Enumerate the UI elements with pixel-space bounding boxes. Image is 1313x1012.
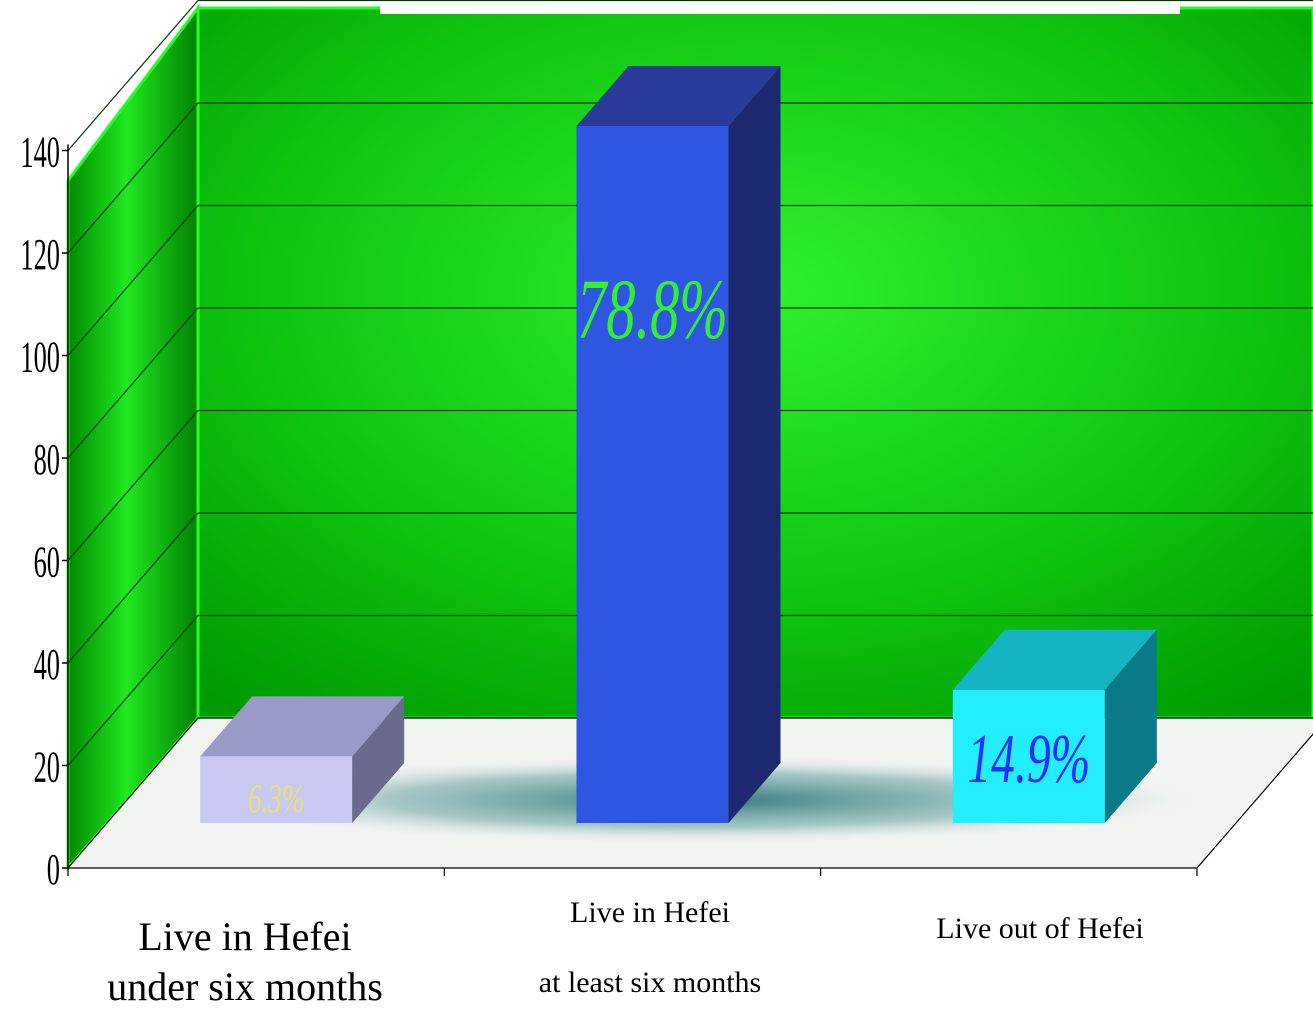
bar-top	[952, 629, 1157, 690]
category-label-line2: under six months	[107, 964, 383, 1009]
gridline-side	[67, 0, 199, 151]
gridline-side	[67, 410, 199, 561]
bar-side	[1104, 629, 1157, 823]
y-tick-label: 140	[20, 128, 60, 177]
bar-top	[200, 696, 405, 757]
gridline-side	[67, 307, 199, 459]
bar-value-label: 78.8%	[577, 261, 728, 357]
y-tick-label: 80	[34, 435, 60, 484]
bar-top	[576, 66, 781, 126]
side-wall	[66, 3, 200, 873]
category-label: Live in Hefei	[570, 896, 730, 929]
category-label: Live in Hefei	[138, 914, 352, 959]
y-tick-label: 20	[34, 743, 60, 792]
bar	[576, 126, 729, 823]
gridline-side	[67, 102, 199, 254]
category-label: Live out of Hefei	[936, 912, 1144, 945]
gridline-side	[67, 205, 199, 356]
gridline-side	[67, 615, 199, 766]
gridline-side	[67, 512, 199, 664]
y-tick-label: 40	[34, 640, 60, 689]
y-tick-label: 100	[20, 333, 60, 382]
bar-value-label: 14.9%	[967, 720, 1090, 797]
bar	[952, 689, 1105, 823]
category-label-line2: at least six months	[538, 966, 762, 999]
bar-value-label: 6.3%	[248, 778, 305, 821]
top-gap	[380, 0, 1180, 14]
bar-side	[352, 696, 405, 823]
y-tick-label: 0	[47, 845, 60, 894]
bar-side	[728, 66, 781, 823]
y-tick-label: 120	[20, 230, 60, 279]
bar	[200, 756, 353, 823]
y-tick-label: 60	[34, 538, 60, 587]
